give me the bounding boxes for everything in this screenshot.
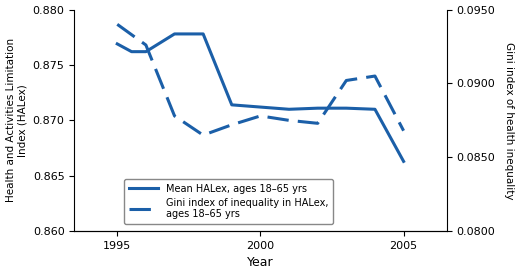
- Gini index of inequality in HALex,
ages 18–65 yrs: [143, 43, 149, 47]
- Gini index of inequality in HALex,
ages 18–65 yrs: [400, 129, 407, 132]
- Mean HALex, ages 18–65 yrs: [400, 160, 407, 163]
- Gini index of inequality in HALex,
ages 18–65 yrs: [315, 122, 321, 125]
- Mean HALex, ages 18–65 yrs: [343, 106, 349, 110]
- Mean HALex, ages 18–65 yrs: [128, 50, 135, 53]
- Y-axis label: Gini index of health inequality: Gini index of health inequality: [504, 42, 514, 199]
- Line: Gini index of inequality in HALex,
ages 18–65 yrs: Gini index of inequality in HALex, ages …: [117, 24, 404, 135]
- Gini index of inequality in HALex,
ages 18–65 yrs: [343, 79, 349, 82]
- Y-axis label: Health and Activities Limitation
Index (HALex): Health and Activities Limitation Index (…: [6, 38, 27, 202]
- Mean HALex, ages 18–65 yrs: [372, 108, 378, 111]
- Mean HALex, ages 18–65 yrs: [257, 105, 264, 109]
- Gini index of inequality in HALex,
ages 18–65 yrs: [229, 123, 235, 126]
- Gini index of inequality in HALex,
ages 18–65 yrs: [257, 114, 264, 118]
- Gini index of inequality in HALex,
ages 18–65 yrs: [172, 114, 178, 118]
- X-axis label: Year: Year: [247, 257, 274, 269]
- Mean HALex, ages 18–65 yrs: [286, 108, 292, 111]
- Gini index of inequality in HALex,
ages 18–65 yrs: [286, 119, 292, 122]
- Mean HALex, ages 18–65 yrs: [200, 32, 206, 35]
- Mean HALex, ages 18–65 yrs: [229, 103, 235, 106]
- Legend: Mean HALex, ages 18–65 yrs, Gini index of inequality in HALex,
ages 18–65 yrs: Mean HALex, ages 18–65 yrs, Gini index o…: [124, 179, 333, 224]
- Mean HALex, ages 18–65 yrs: [315, 106, 321, 110]
- Mean HALex, ages 18–65 yrs: [172, 32, 178, 35]
- Mean HALex, ages 18–65 yrs: [114, 42, 120, 46]
- Gini index of inequality in HALex,
ages 18–65 yrs: [372, 75, 378, 78]
- Line: Mean HALex, ages 18–65 yrs: Mean HALex, ages 18–65 yrs: [117, 34, 404, 161]
- Gini index of inequality in HALex,
ages 18–65 yrs: [200, 133, 206, 137]
- Gini index of inequality in HALex,
ages 18–65 yrs: [114, 23, 120, 26]
- Mean HALex, ages 18–65 yrs: [143, 50, 149, 53]
